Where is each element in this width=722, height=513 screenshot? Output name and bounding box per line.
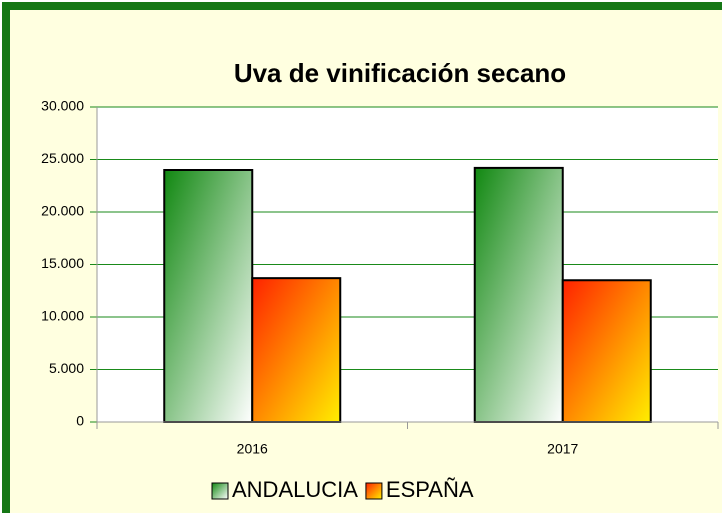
bar: [163, 169, 254, 423]
y-tick-label: 25.000: [41, 150, 84, 166]
y-tick-label: 10.000: [41, 308, 84, 324]
y-tick-label: 20.000: [41, 203, 84, 219]
x-tick-label: 2017: [547, 441, 578, 457]
bar: [251, 277, 342, 423]
y-tick-label: 5.000: [49, 360, 84, 376]
chart-title: Uva de vinificación secano: [234, 58, 566, 88]
legend-label: ESPAÑA: [386, 477, 474, 502]
legend-swatch: [365, 482, 383, 500]
legend-label: ANDALUCIA: [232, 477, 358, 502]
y-tick-label: 30.000: [41, 98, 84, 114]
bar: [561, 279, 652, 423]
y-tick-label: 0: [76, 413, 84, 429]
bar: [473, 166, 564, 423]
legend-swatch: [211, 482, 229, 500]
x-tick-label: 2016: [237, 441, 268, 457]
y-tick-label: 15.000: [41, 255, 84, 271]
